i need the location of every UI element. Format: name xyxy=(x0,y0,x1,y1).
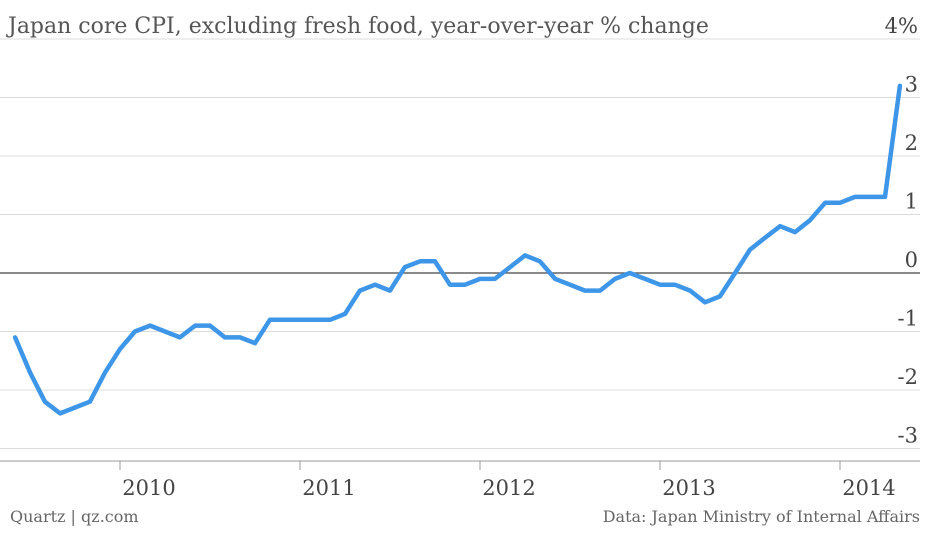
y-tick-label: -3 xyxy=(898,424,918,448)
x-axis: 2010 2011 2012 2013 2014 xyxy=(0,460,920,500)
x-tick-label: 2013 xyxy=(662,476,715,500)
gridlines xyxy=(0,38,920,449)
y-tick-label: 1 xyxy=(905,190,918,214)
y-tick-label: 0 xyxy=(905,248,918,272)
y-tick-label: -2 xyxy=(898,365,918,389)
series-layer xyxy=(12,83,903,416)
series-line xyxy=(12,83,903,416)
x-tick-label: 2011 xyxy=(302,476,355,500)
y-tick-label: 4% xyxy=(885,14,918,38)
x-tick-label: 2014 xyxy=(842,476,895,500)
x-tick-label: 2010 xyxy=(122,476,175,500)
chart-title: Japan core CPI, excluding fresh food, ye… xyxy=(6,14,709,39)
y-tick-labels: 4% 3 2 1 0 -1 -2 -3 xyxy=(885,14,918,448)
y-tick-label: -1 xyxy=(898,307,918,331)
footer-source-left: Quartz | qz.com xyxy=(10,507,139,526)
footer-source-right: Data: Japan Ministry of Internal Affairs xyxy=(603,507,920,526)
y-tick-label: 3 xyxy=(905,73,918,97)
x-tick-label: 2012 xyxy=(482,476,535,500)
y-tick-label: 2 xyxy=(905,131,918,155)
